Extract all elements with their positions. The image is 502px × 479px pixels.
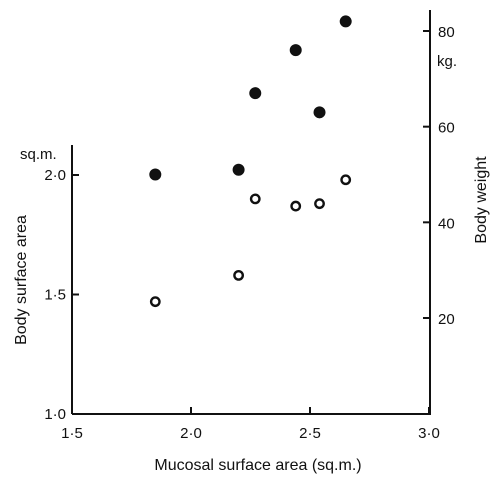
ticks: 1·5 2·0 2·5 3·0 1·0 1·5 2·0 20 40 60 80 (44, 24, 454, 442)
y-right-tick-label: 60 (438, 120, 455, 137)
filled-data-point (339, 15, 352, 28)
y-left-tick-label: 1·0 (44, 406, 66, 423)
x-tick-label: 2·5 (299, 425, 321, 442)
y-left-axis-label: Body surface area (13, 215, 30, 345)
x-tick-label: 3·0 (418, 425, 440, 442)
y-left-tick-label: 2·0 (44, 167, 66, 184)
open-data-point (149, 296, 161, 308)
y-right-axis-unit: kg. (437, 53, 457, 70)
x-tick-label: 1·5 (61, 425, 83, 442)
open-data-point (314, 198, 325, 210)
open-data-point (233, 269, 245, 281)
y-right-tick-label: 40 (438, 215, 455, 232)
open-data-point (340, 174, 352, 186)
x-tick-label: 2·0 (180, 425, 202, 442)
y-right-tick-label: 80 (438, 24, 455, 41)
filled-data-point (289, 44, 302, 57)
open-data-point (249, 193, 261, 205)
data-points (149, 15, 352, 308)
y-left-axis-unit: sq.m. (20, 146, 57, 163)
y-right-axis-label: Body weight (473, 156, 490, 244)
filled-data-point (249, 87, 262, 100)
x-axis-label: Mucosal surface area (sq.m.) (154, 457, 361, 474)
y-left-tick-label: 1·5 (44, 287, 66, 304)
filled-data-point (313, 106, 326, 119)
filled-data-point (232, 163, 245, 176)
y-right-tick-label: 20 (438, 311, 455, 328)
open-data-point (290, 200, 302, 212)
axes (71, 10, 431, 415)
filled-data-point (149, 168, 162, 181)
